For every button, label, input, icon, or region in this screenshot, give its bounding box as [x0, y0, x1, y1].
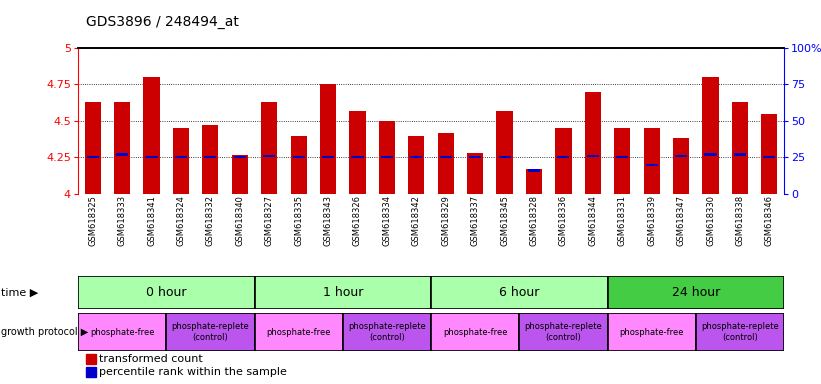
Text: phosphate-free: phosphate-free: [89, 328, 154, 337]
Bar: [557, 156, 570, 158]
Bar: [644, 128, 660, 194]
Text: time ▶: time ▶: [1, 288, 38, 298]
Bar: [264, 155, 275, 157]
Bar: [320, 84, 336, 194]
Text: 24 hour: 24 hour: [672, 286, 720, 299]
Bar: [440, 156, 452, 158]
Text: 1 hour: 1 hour: [323, 286, 363, 299]
FancyBboxPatch shape: [608, 276, 784, 309]
Text: 0 hour: 0 hour: [146, 286, 186, 299]
Bar: [438, 132, 454, 194]
Text: phosphate-replete
(control): phosphate-replete (control): [348, 323, 426, 342]
Bar: [467, 153, 484, 194]
FancyBboxPatch shape: [78, 313, 166, 351]
Bar: [116, 153, 128, 156]
Bar: [85, 102, 101, 194]
Text: phosphate-replete
(control): phosphate-replete (control): [525, 323, 603, 342]
FancyBboxPatch shape: [431, 313, 519, 351]
Text: phosphate-replete
(control): phosphate-replete (control): [701, 323, 779, 342]
Bar: [202, 125, 218, 194]
Bar: [732, 102, 748, 194]
Bar: [234, 156, 245, 158]
FancyBboxPatch shape: [695, 313, 784, 351]
Bar: [410, 156, 422, 158]
Bar: [734, 153, 746, 156]
Bar: [232, 154, 248, 194]
Text: percentile rank within the sample: percentile rank within the sample: [99, 367, 287, 377]
FancyBboxPatch shape: [78, 276, 255, 309]
Text: phosphate-free: phosphate-free: [266, 328, 331, 337]
Text: GDS3896 / 248494_at: GDS3896 / 248494_at: [86, 15, 239, 29]
Text: phosphate-replete
(control): phosphate-replete (control): [172, 323, 250, 342]
Bar: [322, 156, 334, 158]
Text: growth protocol ▶: growth protocol ▶: [1, 327, 88, 337]
Bar: [498, 156, 511, 158]
Bar: [645, 164, 658, 166]
Bar: [675, 155, 687, 157]
Bar: [614, 128, 631, 194]
Bar: [469, 156, 481, 158]
Bar: [555, 128, 571, 194]
Text: phosphate-free: phosphate-free: [619, 328, 684, 337]
Bar: [587, 155, 599, 157]
Bar: [173, 128, 189, 194]
FancyBboxPatch shape: [255, 313, 343, 351]
Bar: [585, 92, 601, 194]
FancyBboxPatch shape: [431, 276, 608, 309]
Bar: [145, 156, 158, 158]
Bar: [291, 136, 307, 194]
Bar: [704, 153, 717, 156]
Bar: [673, 139, 689, 194]
Bar: [703, 77, 718, 194]
Bar: [526, 169, 542, 194]
Bar: [175, 156, 187, 158]
Bar: [350, 111, 365, 194]
Bar: [351, 156, 364, 158]
FancyBboxPatch shape: [608, 313, 695, 351]
Bar: [408, 136, 424, 194]
Bar: [764, 156, 775, 158]
Bar: [378, 121, 395, 194]
Bar: [381, 156, 393, 158]
Bar: [292, 156, 305, 158]
Bar: [87, 156, 99, 158]
Bar: [144, 77, 159, 194]
Bar: [761, 114, 777, 194]
Text: 6 hour: 6 hour: [499, 286, 539, 299]
Text: transformed count: transformed count: [99, 354, 202, 364]
FancyBboxPatch shape: [343, 313, 431, 351]
FancyBboxPatch shape: [519, 313, 608, 351]
Bar: [497, 111, 512, 194]
Bar: [528, 169, 540, 172]
Bar: [261, 102, 277, 194]
Bar: [204, 156, 217, 158]
FancyBboxPatch shape: [255, 276, 431, 309]
Bar: [617, 156, 628, 158]
Bar: [114, 102, 131, 194]
Text: phosphate-free: phosphate-free: [443, 328, 507, 337]
FancyBboxPatch shape: [166, 313, 255, 351]
